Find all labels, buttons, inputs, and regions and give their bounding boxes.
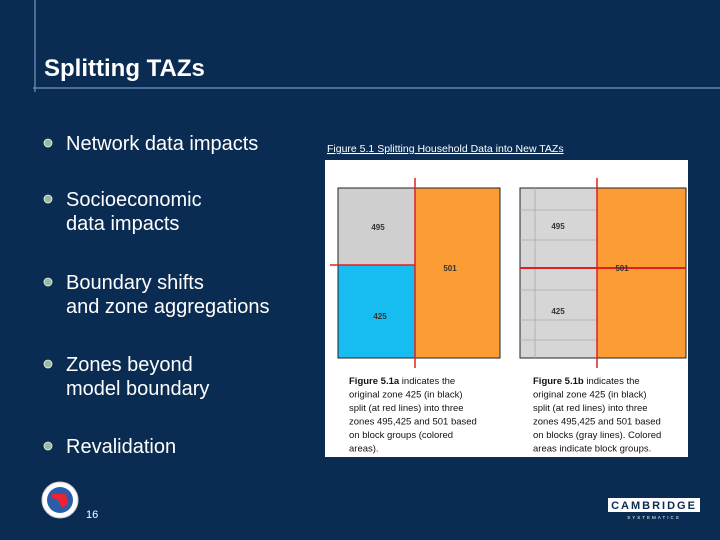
bullet-text: Boundary shifts xyxy=(66,272,204,294)
caption-line: areas indicate block groups. xyxy=(533,444,651,455)
zone-label: 425 xyxy=(373,312,387,321)
figure-title: Figure 5.1 Splitting Household Data into… xyxy=(327,143,564,155)
logo-box xyxy=(608,498,700,512)
bullet-text: Revalidation xyxy=(66,436,176,458)
logo-sub: SYSTEMATICS xyxy=(627,515,680,520)
zone-area xyxy=(519,187,598,359)
logo-name: CAMBRIDGE xyxy=(611,500,697,512)
caption-text: split (at red lines) into three xyxy=(533,403,648,414)
zone-label: 501 xyxy=(615,264,629,273)
caption-text: original zone 425 (in black) xyxy=(349,390,463,401)
caption-text: original zone 425 (in black) xyxy=(533,390,647,401)
caption-text: split (at red lines) into three xyxy=(349,403,464,414)
caption-line: on blocks (gray lines). Colored xyxy=(533,430,661,441)
zone-area xyxy=(337,187,416,266)
bullet-icon xyxy=(43,138,53,148)
caption-text: indicates the xyxy=(399,376,455,387)
caption-line: original zone 425 (in black) xyxy=(349,390,463,401)
bullet-text: Network data impacts xyxy=(66,133,258,155)
bullet-icon xyxy=(43,441,53,451)
caption-line: original zone 425 (in black) xyxy=(533,390,647,401)
block-lines xyxy=(520,188,597,358)
caption-text: indicates the xyxy=(584,376,640,387)
zone-area xyxy=(596,187,687,359)
caption-line: Figure 5.1b indicates the xyxy=(533,376,640,387)
slide-title: Splitting TAZs xyxy=(44,55,205,82)
zone-area xyxy=(337,264,416,359)
caption-text: zones 495,425 and 501 based xyxy=(349,417,477,428)
bullet-text: model boundary xyxy=(66,378,209,400)
caption-label: Figure 5.1b xyxy=(533,376,584,387)
caption-text: on blocks (gray lines). Colored xyxy=(533,430,661,441)
caption-text: zones 495,425 and 501 based xyxy=(533,417,661,428)
caption-line: zones 495,425 and 501 based xyxy=(349,417,477,428)
caption-text: areas). xyxy=(349,444,379,455)
bullet-text: data impacts xyxy=(66,213,179,235)
zone-label: 495 xyxy=(551,222,565,231)
page-number: 16 xyxy=(86,509,98,521)
zone-area xyxy=(414,187,501,359)
bullet-icon xyxy=(43,359,53,369)
caption-line: zones 495,425 and 501 based xyxy=(533,417,661,428)
figure-labels: 495 501 425 Figure 5.1a indicates the origin… xyxy=(349,222,661,455)
caption-line: areas). xyxy=(349,444,379,455)
caption-line: Figure 5.1a indicates the xyxy=(349,376,455,387)
bullet-icon xyxy=(43,194,53,204)
caption-text: on block groups (colored xyxy=(349,430,453,441)
bullet-text: and zone aggregations xyxy=(66,296,270,318)
caption-line: on block groups (colored xyxy=(349,430,453,441)
caption-line: split (at red lines) into three xyxy=(349,403,464,414)
zone-label: 425 xyxy=(551,307,565,316)
logo-seal xyxy=(52,494,68,508)
caption-line: split (at red lines) into three xyxy=(533,403,648,414)
zone-label: 501 xyxy=(443,264,457,273)
bullet-icon xyxy=(43,277,53,287)
bullet-text: Socioeconomic xyxy=(66,189,202,211)
caption-text: areas indicate block groups. xyxy=(533,444,651,455)
zone-label: 495 xyxy=(371,223,385,232)
bullet-text: Zones beyond xyxy=(66,354,193,376)
caption-label: Figure 5.1a xyxy=(349,376,400,387)
